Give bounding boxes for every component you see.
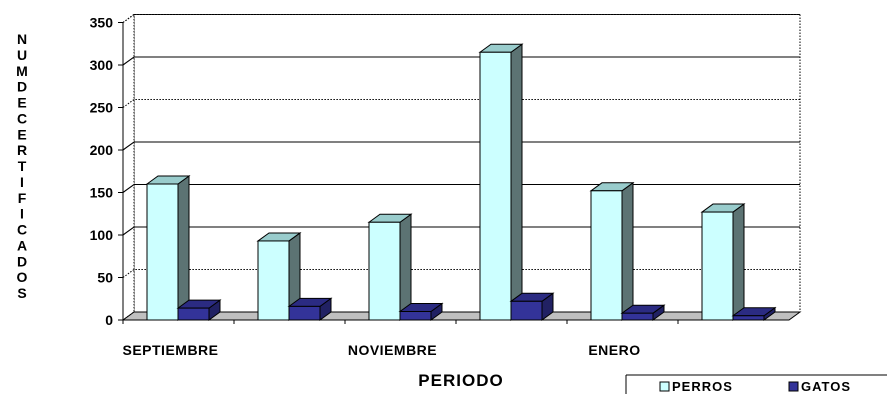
legend-label-perros: PERROS [672, 379, 733, 394]
bar-front [288, 305, 321, 321]
bar-front [621, 312, 654, 321]
legend-swatch-perros [659, 381, 670, 392]
bar-perros-enero [589, 181, 635, 321]
y-tick-label: 350 [90, 15, 114, 31]
bar-gatos-octubre [287, 297, 333, 321]
bar-perros-noviembre [367, 213, 413, 321]
gridline-150 [122, 183, 800, 193]
x-tick-label: ENERO [588, 342, 640, 358]
y-tick-label: 150 [90, 185, 114, 201]
bar-side [510, 43, 523, 321]
bar-front [146, 183, 179, 321]
bars [145, 43, 777, 321]
bar-perros-febrero [700, 203, 746, 321]
x-tick-label: SEPTIEMBRE [122, 342, 218, 358]
legend: PERROS GATOS [625, 374, 887, 394]
bar-front [177, 307, 210, 321]
floor-plane [121, 311, 802, 321]
y-axis-title-char: E [17, 95, 26, 111]
bar-side [621, 181, 634, 321]
bar-gatos-enero [620, 304, 666, 321]
gridline-200 [122, 141, 800, 151]
y-axis-title-char: N [17, 31, 27, 47]
y-axis: 0 50 100 150 200 250 300 350 [90, 15, 124, 328]
bar-front [368, 221, 401, 321]
y-axis-title-char: C [17, 110, 27, 126]
bar-gatos-septiembre [176, 299, 222, 321]
gridline-100 [122, 226, 800, 236]
legend-label-gatos: GATOS [801, 379, 851, 394]
gridline-300 [122, 56, 800, 66]
y-axis-title-char: M [16, 63, 28, 79]
bar-front [510, 300, 543, 321]
legend-swatch-gatos [788, 381, 799, 392]
y-axis-title-char: U [17, 47, 27, 63]
y-tick-label: 250 [90, 100, 114, 116]
x-axis: SEPTIEMBRE NOVIEMBRE ENERO [122, 319, 789, 358]
y-axis-title-char: F [18, 190, 27, 206]
y-axis-title-char: O [17, 269, 28, 285]
bar-side [177, 175, 190, 321]
bar-perros-diciembre [478, 43, 524, 321]
bar-front [399, 311, 432, 321]
bar-perros-septiembre [145, 175, 191, 321]
bar-gatos-diciembre [509, 292, 555, 321]
x-tick-label: NOVIEMBRE [348, 342, 437, 358]
y-axis-title-char: I [20, 206, 24, 222]
bar-front [732, 315, 765, 321]
y-axis-title-char: I [20, 174, 24, 190]
y-axis-title-char: C [17, 222, 27, 238]
gridlines [122, 14, 800, 278]
y-axis-title-char: E [17, 126, 26, 142]
plot-walls [122, 13, 801, 321]
bar-side [732, 203, 745, 321]
y-tick-label: 100 [90, 227, 114, 243]
bar-front [479, 51, 512, 321]
bar-front [257, 240, 290, 321]
y-axis-title-char: R [17, 142, 27, 158]
y-tick-label: 300 [90, 57, 114, 73]
x-axis-title: PERIODO [418, 371, 503, 390]
y-tick-label: 50 [97, 270, 113, 286]
plot-floor [121, 311, 802, 321]
y-tick-label: 200 [90, 142, 114, 158]
bar-gatos-febrero [731, 306, 777, 321]
y-tick-label: 0 [105, 312, 113, 328]
y-axis-title-char: S [17, 285, 26, 301]
y-axis-title-char: A [17, 237, 27, 253]
y-axis-title-char: D [17, 253, 27, 269]
back-wall [133, 14, 801, 313]
bar-front [701, 211, 734, 321]
bar-gatos-noviembre [398, 302, 444, 321]
bar-front [590, 190, 623, 321]
y-axis-title-char: D [17, 79, 27, 95]
y-axis-title-char: T [18, 158, 27, 174]
